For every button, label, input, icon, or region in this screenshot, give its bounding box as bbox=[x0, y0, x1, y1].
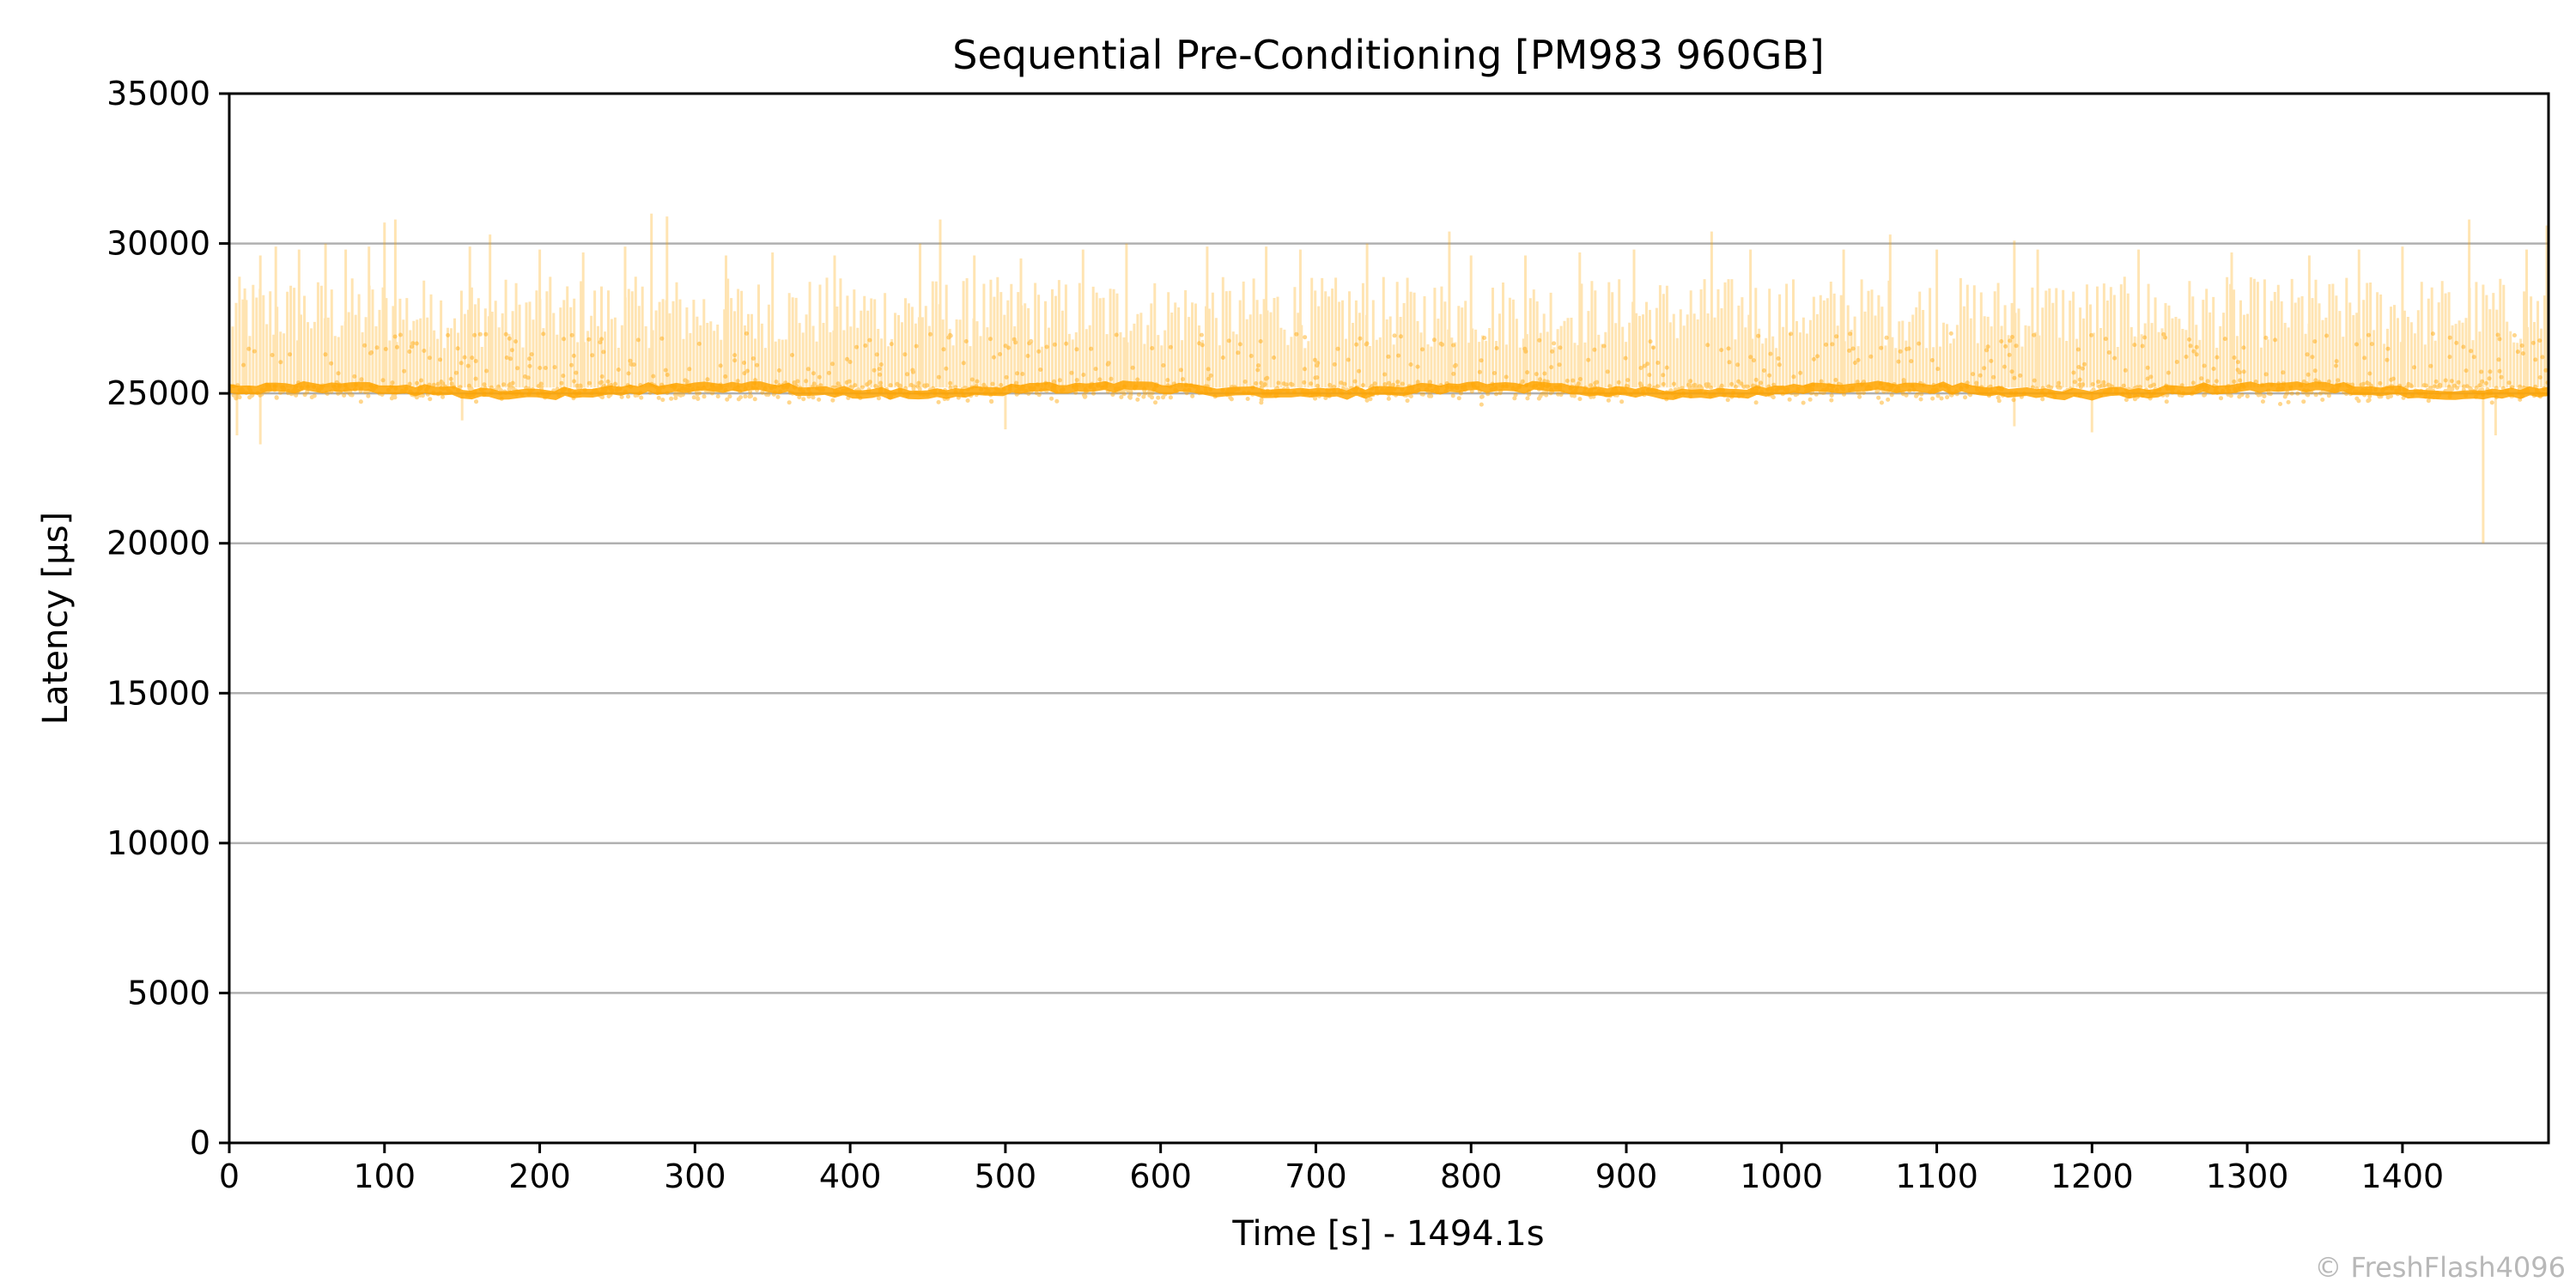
y-axis-ticks: 0 5000 10000 15000 20000 25000 30000 35000 bbox=[106, 75, 229, 1162]
y-tick-label-7: 35000 bbox=[106, 75, 210, 112]
x-tick-label-9: 900 bbox=[1595, 1157, 1658, 1195]
y-tick-label-2: 10000 bbox=[106, 824, 210, 862]
chart-title: Sequential Pre-Conditioning [PM983 960GB… bbox=[952, 32, 1824, 78]
median-latency-line bbox=[228, 380, 2549, 401]
x-tick-label-8: 800 bbox=[1440, 1157, 1503, 1195]
x-axis-ticks: 0 100 200 300 400 500 600 700 800 900 1000 1100 1200… bbox=[219, 1143, 2444, 1195]
x-tick-label-3: 300 bbox=[664, 1157, 726, 1195]
x-tick-label-0: 0 bbox=[219, 1157, 240, 1195]
watermark: © FreshFlash4096 bbox=[2314, 1251, 2566, 1284]
y-tick-label-5: 25000 bbox=[106, 374, 210, 412]
x-tick-label-10: 1000 bbox=[1740, 1157, 1823, 1195]
plot-frame bbox=[228, 92, 2550, 1145]
x-tick-label-2: 200 bbox=[508, 1157, 571, 1195]
gridlines bbox=[229, 92, 2549, 1145]
data-points bbox=[228, 213, 2550, 544]
x-tick-label-4: 400 bbox=[819, 1157, 882, 1195]
y-axis-label: Latency [µs] bbox=[36, 512, 76, 725]
x-tick-label-1: 100 bbox=[354, 1157, 416, 1195]
x-tick-label-12: 1200 bbox=[2050, 1157, 2134, 1195]
x-tick-label-14: 1400 bbox=[2361, 1157, 2445, 1195]
y-tick-label-4: 20000 bbox=[106, 525, 210, 562]
x-axis-label: Time [s] - 1494.1s bbox=[1231, 1214, 1544, 1254]
y-tick-label-3: 15000 bbox=[106, 674, 210, 712]
x-tick-label-7: 700 bbox=[1285, 1157, 1347, 1195]
y-tick-label-1: 5000 bbox=[127, 974, 210, 1012]
x-tick-label-11: 1100 bbox=[1895, 1157, 1978, 1195]
x-tick-label-13: 1300 bbox=[2206, 1157, 2289, 1195]
y-tick-label-6: 30000 bbox=[106, 225, 210, 263]
x-tick-label-6: 600 bbox=[1129, 1157, 1192, 1195]
x-tick-label-5: 500 bbox=[975, 1157, 1037, 1195]
y-tick-label-0: 0 bbox=[190, 1124, 210, 1162]
